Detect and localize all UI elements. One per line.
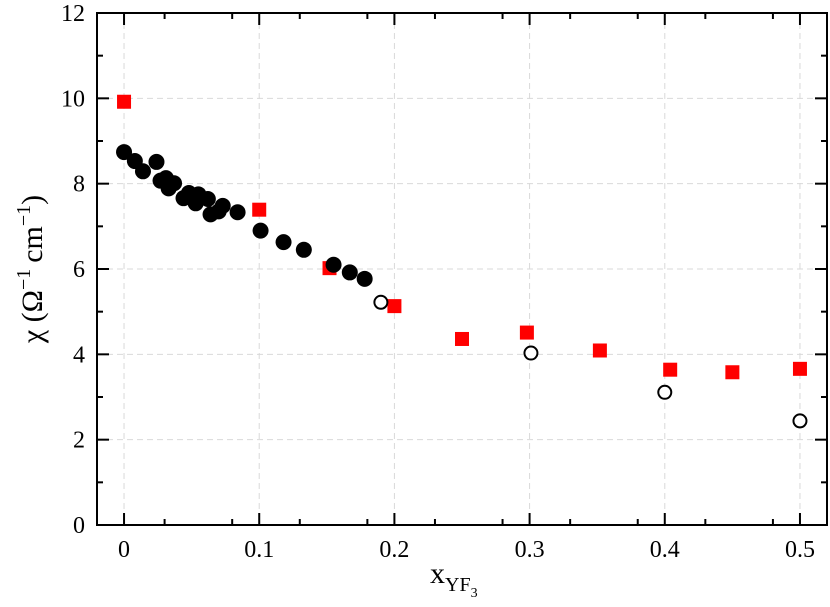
data-point-circle-filled: [214, 197, 231, 214]
data-point-square: [725, 365, 740, 380]
y-tick-label: 6: [73, 257, 85, 283]
data-point-square: [455, 331, 469, 346]
data-point-square: [592, 343, 607, 358]
data-point-circle-filled: [166, 175, 183, 192]
y-tick-label: 0: [73, 513, 85, 539]
data-point-circle-filled: [295, 241, 312, 258]
data-point-circle-filled: [134, 163, 151, 180]
data-point-square: [387, 299, 402, 314]
data-point-circle-open: [523, 345, 539, 361]
y-axis-title: χ (Ω−1cm−1): [13, 195, 49, 344]
y-tick-label: 8: [73, 172, 85, 198]
x-axis-title: xYF3: [430, 557, 478, 601]
data-point-square: [792, 361, 807, 376]
x-tick-label: 0.1: [244, 537, 274, 563]
x-tick-label: 0: [118, 537, 130, 563]
data-point-circle-filled: [199, 191, 216, 208]
data-point-circle-filled: [116, 144, 133, 161]
data-point-circle-filled: [229, 204, 246, 221]
data-point-circle-filled: [252, 222, 269, 239]
x-tick-label: 0.3: [515, 537, 545, 563]
data-point-square: [519, 325, 534, 340]
tick-layer: 0 0.1 0.2 0.3 0.4 0.5 0 2 4 6 8 10 12: [61, 1, 827, 563]
x-tick-label: 0.5: [785, 537, 815, 563]
data-point-circle-filled: [275, 234, 292, 251]
y-tick-label: 2: [73, 428, 85, 454]
data-point-square: [117, 94, 132, 109]
data-point-square: [252, 202, 267, 217]
data-point-circle-open: [373, 294, 389, 310]
y-tick-label: 10: [61, 86, 85, 112]
data-layer: [116, 94, 808, 429]
data-point-circle-open: [792, 413, 808, 429]
data-point-circle-filled: [148, 153, 165, 170]
x-tick-label: 0.4: [650, 537, 680, 563]
y-tick-label: 4: [73, 342, 85, 368]
data-point-circle-filled: [341, 264, 358, 281]
y-tick-label: 12: [61, 1, 85, 27]
data-point-circle-filled: [325, 256, 342, 273]
data-point-circle-open: [657, 384, 673, 400]
x-tick-label: 0.2: [379, 537, 409, 563]
data-point-circle-filled: [356, 270, 373, 287]
data-point-square: [663, 362, 678, 377]
grid-layer: [97, 13, 827, 525]
